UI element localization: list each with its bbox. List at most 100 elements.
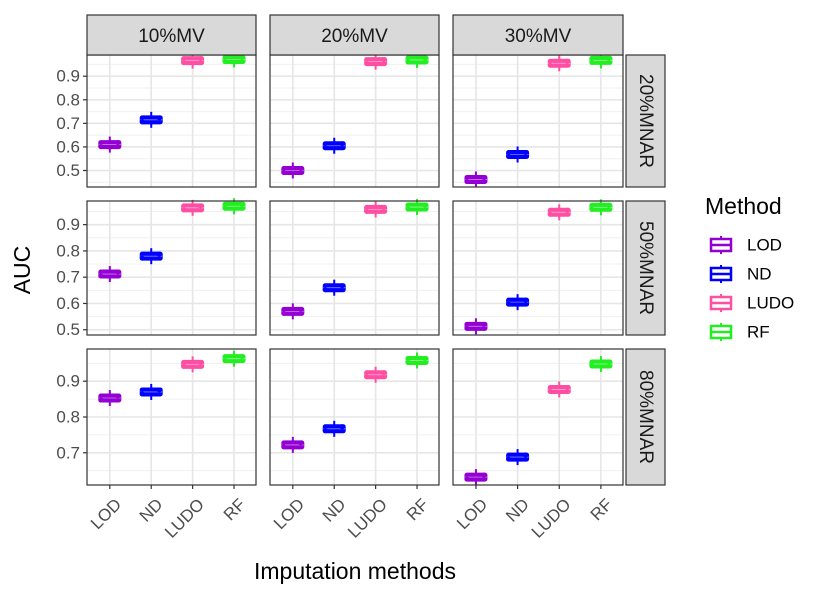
box-lod <box>281 436 305 453</box>
col-strip: 30%MV <box>452 14 624 56</box>
box-lod <box>281 162 305 179</box>
box-ludo <box>547 204 571 221</box>
row-strip-label: 80%MNAR <box>635 370 656 464</box>
box-outlier <box>198 56 204 62</box>
box-outlier <box>606 359 612 365</box>
legend-label: LUDO <box>747 294 794 313</box>
box-outlier <box>506 153 512 159</box>
x-tick-label: LOD <box>270 495 308 533</box>
col-strip: 10%MV <box>86 14 257 56</box>
legend: Method LOD ND LUDO RF <box>705 193 794 342</box>
x-axis-title: Imputation methods <box>254 558 456 584</box>
box-lod <box>281 303 305 320</box>
box-ludo <box>181 199 205 216</box>
box-outlier <box>115 140 121 146</box>
box-ludo <box>547 55 571 72</box>
row-strip: 20%MNAR <box>625 54 666 188</box>
box-outlier <box>547 211 553 217</box>
box-outlier <box>606 202 612 208</box>
box-outlier <box>322 428 328 434</box>
y-tick-label: 0.9 <box>56 372 80 391</box>
row-strip-label: 50%MNAR <box>635 221 656 315</box>
box-outlier <box>364 374 370 380</box>
box-outlier <box>481 321 487 327</box>
panel <box>452 52 624 188</box>
box-outlier <box>322 145 328 151</box>
panel-border <box>269 200 440 336</box>
x-tick-label: LOD <box>453 495 491 533</box>
box-nd <box>506 294 530 311</box>
box-outlier <box>606 55 612 61</box>
box-outlier <box>339 424 345 430</box>
y-tick-label: 0.5 <box>56 320 80 339</box>
panel <box>452 348 624 486</box>
box-outlier <box>181 60 187 66</box>
box-outlier <box>523 297 529 303</box>
y-tick-label: 0.8 <box>56 241 80 260</box>
box-outlier <box>506 456 512 462</box>
box-nd <box>506 146 530 163</box>
box-outlier <box>481 174 487 180</box>
box-outlier <box>156 115 162 121</box>
box-outlier <box>222 358 228 364</box>
box-rf <box>405 352 429 369</box>
box-ludo <box>547 381 571 398</box>
panel <box>86 198 257 336</box>
legend-title: Method <box>705 193 782 219</box>
x-tick-label: ND <box>319 495 350 526</box>
box-outlier <box>322 287 328 293</box>
box-outlier <box>198 359 204 365</box>
box-outlier <box>181 207 187 213</box>
box-nd <box>139 383 163 400</box>
legend-key <box>709 294 733 312</box>
y-tick-label: 0.7 <box>56 443 80 462</box>
legend-item-rf: RF <box>709 323 770 342</box>
box-nd <box>139 111 163 128</box>
box-outlier <box>422 355 428 361</box>
y-tick-label: 0.6 <box>56 294 80 313</box>
box-outlier <box>139 119 145 125</box>
row-strip-bg <box>625 200 666 336</box>
panel-border <box>452 200 624 336</box>
box-outlier <box>198 203 204 209</box>
panel-bg <box>453 201 623 335</box>
y-axis-title: AUC <box>9 246 35 295</box>
box-outlier <box>589 59 595 65</box>
x-tick-label: RF <box>220 495 249 524</box>
box-outlier <box>115 393 121 399</box>
x-tick-label: ND <box>136 495 167 526</box>
y-tick-label: 0.5 <box>56 161 80 180</box>
x-tick-label: LUDO <box>344 495 391 542</box>
box-outlier <box>281 170 287 175</box>
col-strip-label: 20%MV <box>321 26 388 47</box>
box-lod <box>464 318 488 335</box>
box-outlier <box>239 201 245 207</box>
box-ludo <box>364 366 388 383</box>
box-nd <box>322 279 346 296</box>
box-ludo <box>181 52 205 69</box>
row-strip: 50%MNAR <box>625 200 666 336</box>
box-rf <box>405 199 429 216</box>
panel-bg <box>87 55 256 187</box>
legend-key <box>709 323 733 341</box>
box-lod <box>98 266 122 283</box>
box-outlier <box>589 363 595 369</box>
box-outlier <box>405 359 411 365</box>
box-outlier <box>222 58 228 64</box>
box-outlier <box>298 306 304 312</box>
legend-key <box>709 265 733 283</box>
box-outlier <box>464 178 470 184</box>
panel <box>452 199 624 336</box>
panel-bg <box>453 55 623 187</box>
box-outlier <box>523 452 529 458</box>
col-strip-label: 10%MV <box>138 26 205 47</box>
box-outlier <box>523 149 529 155</box>
box-outlier <box>564 207 570 213</box>
box-outlier <box>339 283 345 289</box>
box-outlier <box>422 55 428 61</box>
x-tick-label: ND <box>502 495 533 526</box>
box-rf <box>222 198 246 215</box>
box-outlier <box>589 206 595 212</box>
box-lod <box>464 469 488 486</box>
